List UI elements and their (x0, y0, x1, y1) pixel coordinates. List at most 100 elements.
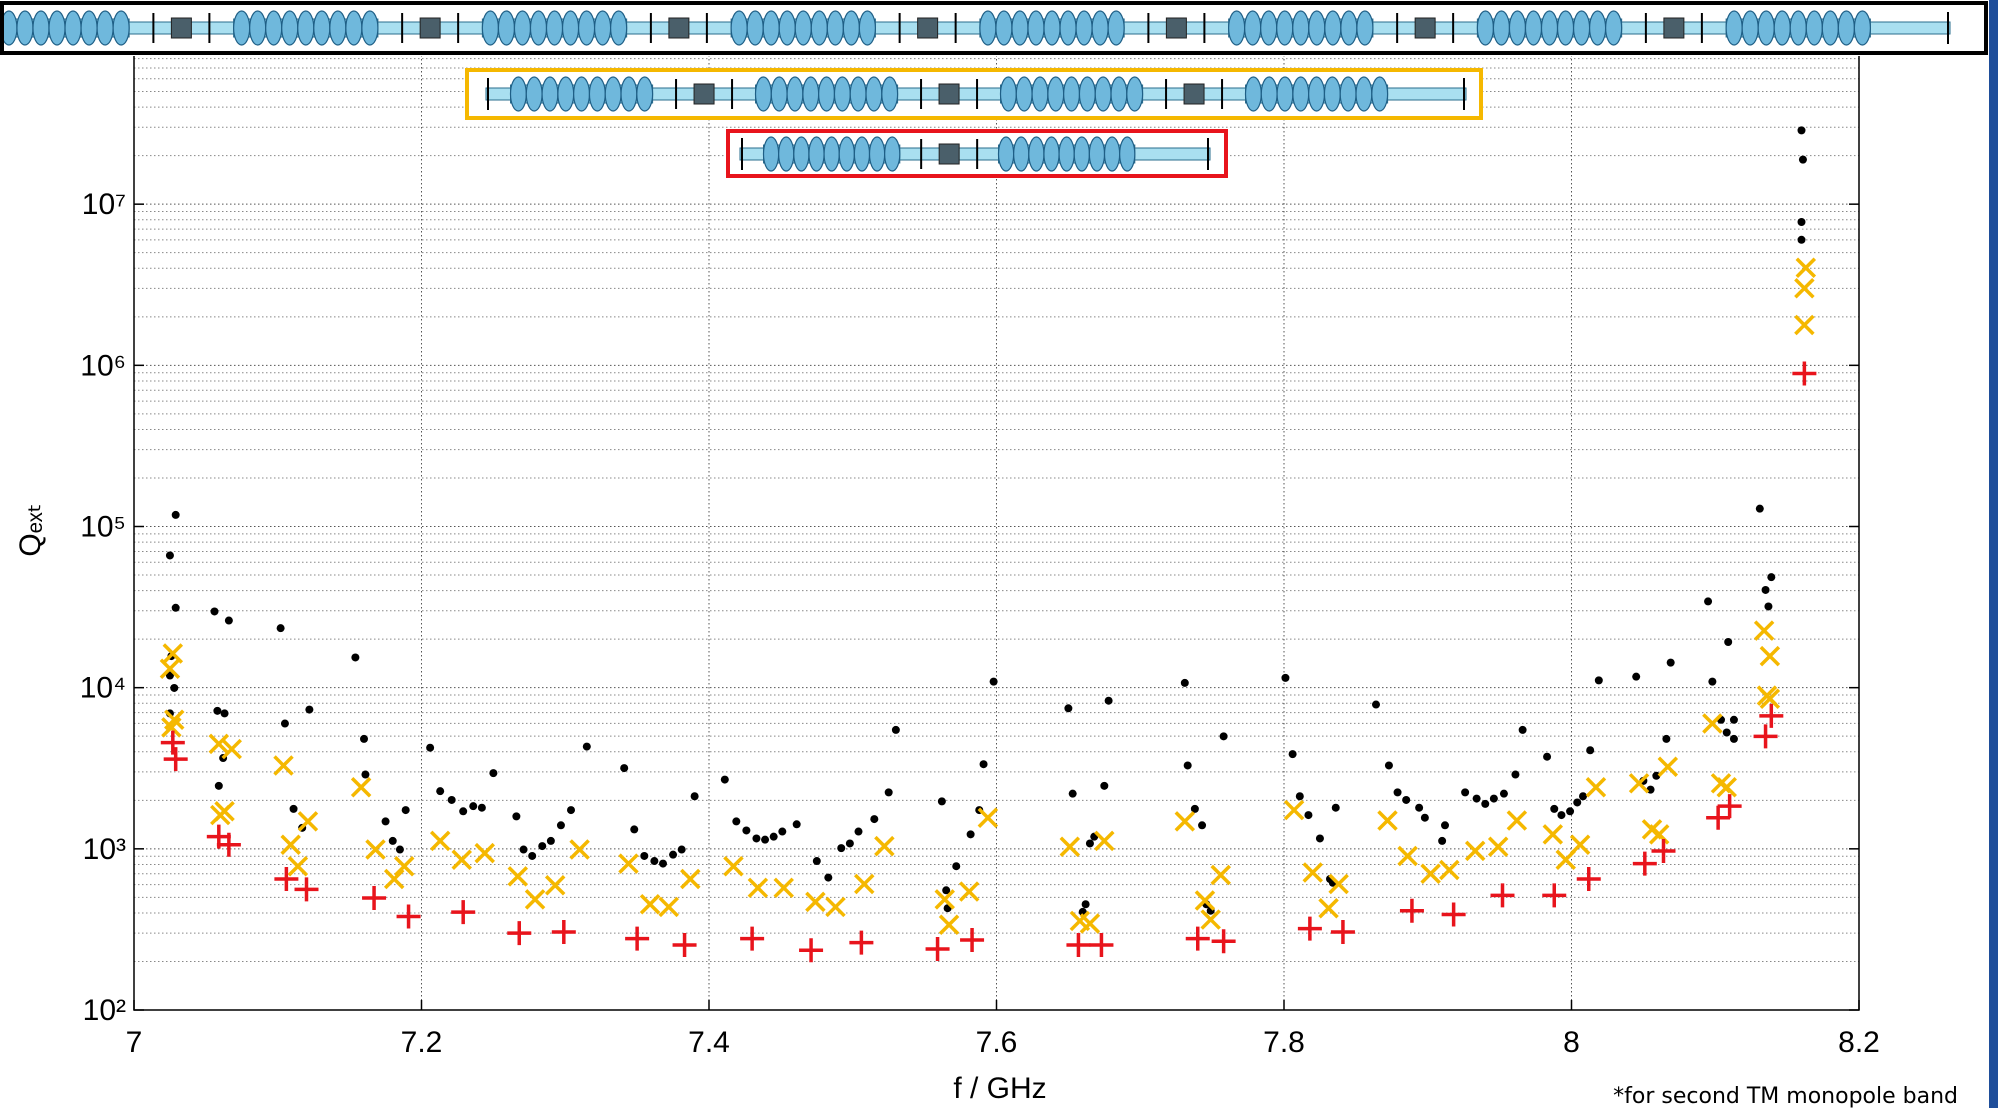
cell (1371, 76, 1389, 112)
y-tick-label: 10² (83, 994, 126, 1027)
point (773, 877, 794, 899)
point (1089, 933, 1114, 958)
point (276, 624, 285, 633)
x-tick-label: 7.4 (688, 1026, 730, 1059)
cell (48, 10, 66, 46)
point (1761, 585, 1770, 594)
point (837, 844, 846, 853)
cell (1355, 76, 1373, 112)
point (1651, 838, 1676, 863)
point (1439, 859, 1460, 881)
point (1797, 235, 1806, 244)
point (1489, 794, 1498, 803)
point (582, 742, 591, 751)
point (1704, 597, 1713, 606)
coupler (1414, 17, 1436, 39)
cell (1741, 10, 1759, 46)
point (1318, 897, 1339, 919)
point (1079, 913, 1101, 934)
point (672, 933, 697, 958)
point (171, 603, 180, 612)
cell (778, 136, 795, 172)
point (350, 777, 372, 798)
point (544, 875, 566, 896)
cell (1011, 10, 1029, 46)
point (474, 842, 495, 864)
point (512, 812, 521, 821)
point (1295, 792, 1304, 801)
point (477, 803, 486, 812)
cell (1075, 10, 1093, 46)
point (1420, 813, 1429, 822)
x-tick-label: 8 (1563, 1026, 1580, 1059)
point (1585, 777, 1607, 798)
point (1487, 836, 1509, 858)
coupler (419, 17, 441, 39)
cell (96, 10, 114, 46)
point (958, 881, 980, 902)
cell (1103, 136, 1121, 172)
cell (884, 136, 901, 172)
point (1759, 703, 1784, 728)
point (1708, 677, 1717, 686)
point (401, 806, 410, 815)
cell (1228, 10, 1246, 46)
cell (999, 76, 1017, 112)
cell (557, 76, 575, 112)
point (1100, 781, 1109, 790)
cell (1356, 10, 1374, 46)
point (1759, 645, 1781, 667)
point (1085, 839, 1094, 848)
point (1576, 866, 1601, 891)
point (1461, 788, 1470, 797)
cell (541, 76, 559, 112)
point (528, 851, 537, 860)
cell (32, 10, 50, 46)
point (979, 760, 988, 769)
point (1632, 851, 1657, 876)
point (213, 706, 222, 715)
cell (1013, 136, 1030, 172)
coupler (917, 17, 939, 39)
point (740, 926, 765, 951)
point (825, 896, 846, 918)
point (361, 770, 370, 779)
point (1441, 821, 1449, 830)
point (426, 743, 435, 752)
point (1330, 919, 1355, 944)
point (1792, 361, 1817, 386)
point (297, 811, 319, 832)
point (1717, 794, 1742, 819)
point (1064, 704, 1073, 713)
cell (573, 76, 591, 112)
marks (159, 126, 1817, 963)
cell (561, 10, 580, 46)
point (669, 850, 678, 859)
coupler (1183, 83, 1205, 105)
point (519, 845, 528, 854)
cell (620, 76, 638, 112)
banner-box (0, 1, 1988, 55)
cell (1805, 10, 1823, 46)
point (1550, 804, 1559, 813)
point (854, 873, 875, 895)
point (165, 551, 174, 560)
point (1464, 840, 1486, 862)
point (436, 787, 445, 796)
cell (826, 10, 844, 46)
point (1185, 926, 1210, 951)
coupler (170, 17, 192, 39)
point (546, 836, 555, 845)
point (1518, 725, 1527, 734)
cell (802, 76, 820, 112)
point (210, 607, 219, 616)
point (720, 775, 729, 784)
cell (481, 10, 500, 46)
cell (1725, 10, 1743, 46)
point (938, 914, 960, 935)
point (1764, 602, 1773, 611)
point (569, 839, 590, 860)
point (1399, 898, 1424, 923)
cell (1244, 76, 1262, 112)
point (1797, 218, 1806, 227)
